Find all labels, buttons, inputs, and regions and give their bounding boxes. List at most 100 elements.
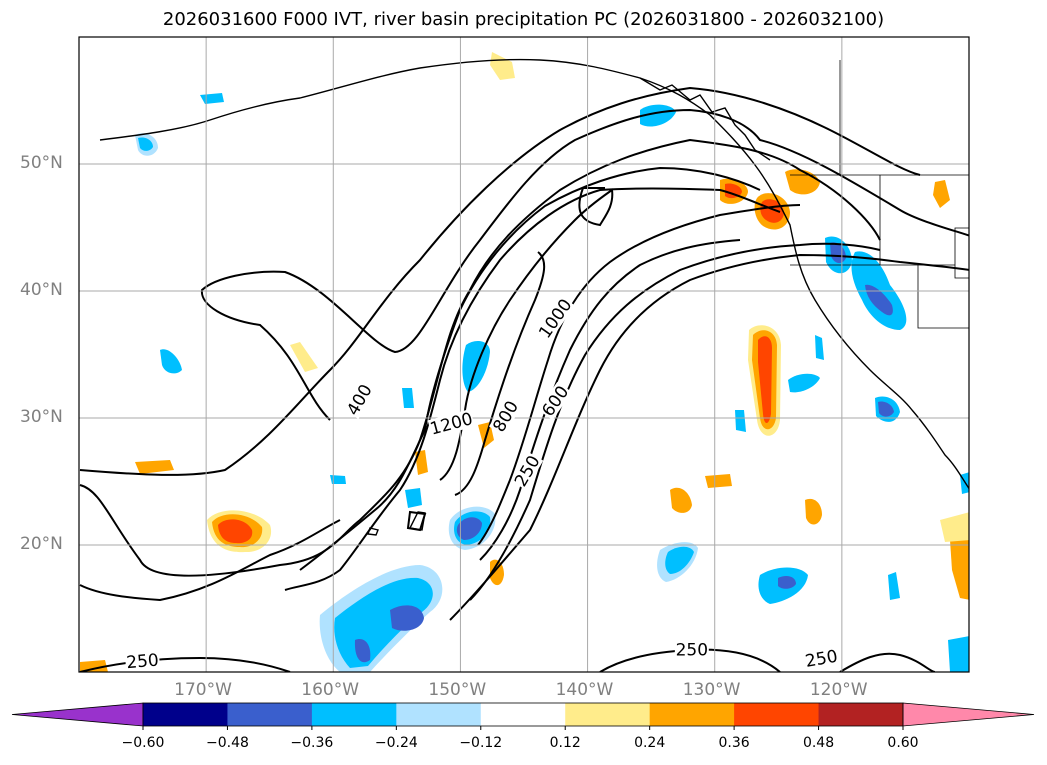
pc-negative-patch: [735, 410, 746, 432]
colorbar-segment: [565, 703, 651, 726]
pc-negative-patch: [815, 335, 824, 360]
pc-positive-patch: [490, 559, 504, 586]
lon-label: 150°W: [428, 680, 487, 700]
british-columbia-coast: [639, 77, 771, 161]
pc-negative-patch: [354, 639, 371, 663]
pc-negative-patch: [948, 636, 969, 672]
contour-label: 400: [343, 381, 377, 419]
contour-label-bg: [537, 381, 573, 421]
coastlines: [99, 58, 969, 536]
lon-label: 120°W: [809, 680, 868, 700]
pc-positive-patch: [705, 474, 732, 488]
ivt-contour-lines: [79, 86, 969, 672]
pc-positive-patch: [80, 660, 108, 672]
pc-negative-patch: [878, 401, 894, 417]
ivt-contour-1200: [439, 187, 614, 481]
colorbar-segment: [480, 703, 566, 726]
pc-positive-patch: [785, 169, 820, 195]
lon-label: 170°W: [174, 680, 232, 700]
pc-positive-patch: [290, 342, 318, 372]
us-state-borders: [790, 60, 969, 329]
pc-positive-patch: [218, 519, 253, 544]
ivt-contour-250: [839, 652, 936, 672]
pc-negative-patch: [402, 388, 414, 408]
lon-label: 140°W: [555, 680, 614, 700]
contour-label-group: 250: [124, 650, 161, 673]
colorbar-segment: [818, 703, 904, 726]
contour-label-bg: [803, 646, 840, 671]
colorbar-tick-label: −0.36: [290, 735, 334, 751]
pc-negative-patch: [330, 475, 346, 484]
colorbar-tick-label: 0.12: [549, 735, 581, 751]
ivt-contour-600: [299, 166, 761, 571]
lon-label: 130°W: [682, 680, 741, 700]
contour-label-group: 1000: [534, 295, 576, 342]
lon-label: 160°W: [301, 680, 360, 700]
colorbar-extend-min: [11, 702, 144, 727]
contour-label-bg: [534, 295, 575, 342]
hawaii-island: [367, 527, 379, 536]
contour-label-bg: [510, 451, 544, 491]
pc-negative-patch: [160, 349, 182, 374]
contour-label-bg: [124, 650, 161, 672]
pc-positive-patch: [805, 498, 822, 525]
contour-label-group: 250: [674, 640, 709, 660]
pc-negative-patch: [778, 576, 796, 589]
contour-label-bg: [674, 640, 709, 659]
colorbar: [11, 702, 1035, 730]
contour-label: 250: [804, 647, 839, 672]
contour-label-bg: [489, 397, 522, 436]
pc-negative-patch: [138, 137, 153, 151]
contour-label: 250: [676, 640, 708, 660]
colorbar-tick-label: −0.24: [374, 735, 418, 751]
pc-positive-patch: [950, 535, 969, 600]
precipitation-pc-shading: [80, 52, 969, 672]
pc-negative-patch: [865, 284, 893, 316]
colorbar-tick-label: −0.48: [205, 735, 249, 751]
pc-negative-patch: [200, 93, 224, 104]
pc-negative-patch: [788, 373, 820, 393]
colorbar-segment: [227, 703, 313, 726]
pc-positive-patch: [940, 512, 969, 542]
lat-label: 40°N: [20, 280, 63, 300]
contour-label: 1200: [428, 409, 475, 440]
contour-label-group: 400: [342, 380, 377, 419]
north-america-coastline: [99, 58, 969, 490]
colorbar-tick-label: 0.24: [634, 735, 666, 751]
lat-label: 20°N: [20, 534, 63, 554]
colorbar-segment: [734, 703, 820, 726]
colorbar-tick-label: −0.12: [459, 735, 503, 751]
ivt-contour-400: [469, 242, 881, 601]
contour-label: 250: [126, 650, 160, 673]
contour-label-group: 250: [803, 646, 840, 672]
ivt-contour-250: [79, 656, 291, 672]
pc-positive-patch: [415, 450, 428, 475]
pc-negative-patch: [665, 546, 694, 574]
colorbar-tick-label: 0.48: [802, 735, 835, 751]
hawaii-island: [408, 511, 426, 531]
gridlines: [79, 37, 969, 672]
pc-positive-patch: [760, 199, 784, 223]
colorbar-outline: [142, 702, 904, 727]
map-title: 2026031600 F000 IVT, river basin precipi…: [162, 9, 885, 30]
colorbar-tick-label: −0.60: [121, 735, 165, 751]
ivt-contour-250: [79, 86, 921, 476]
colorbar-tick-label: 0.36: [718, 735, 750, 751]
colorbar-segment: [396, 703, 482, 726]
ivt-contour-250: [79, 519, 341, 602]
colorbar-segment: [311, 703, 397, 726]
colorbar-segment: [649, 703, 735, 726]
pc-negative-patch: [456, 517, 482, 540]
map-frame: [78, 36, 970, 673]
contour-label-bg: [342, 380, 376, 419]
contour-label: 800: [489, 398, 523, 436]
lat-label: 30°N: [20, 407, 63, 427]
pc-positive-patch: [725, 183, 742, 199]
pc-positive-patch: [670, 487, 692, 513]
ivt-contour-1000: [454, 251, 546, 496]
pc-positive-patch: [135, 460, 174, 474]
pc-negative-patch: [390, 605, 424, 631]
contour-label-group: 250: [510, 451, 545, 491]
contour-label-bg: [427, 408, 475, 438]
